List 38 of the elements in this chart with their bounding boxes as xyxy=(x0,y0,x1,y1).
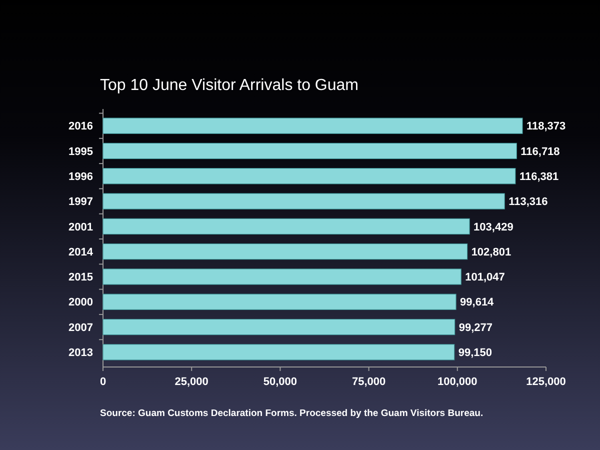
data-label: 118,373 xyxy=(526,120,566,133)
data-label: 101,047 xyxy=(465,272,505,284)
y-tick-label: 2013 xyxy=(68,347,93,360)
data-label: 102,801 xyxy=(471,246,512,258)
data-label: 99,277 xyxy=(458,322,492,334)
bar xyxy=(102,168,516,184)
y-tick-label: 2007 xyxy=(68,322,93,334)
y-tick-label: 2001 xyxy=(68,221,93,234)
x-tick-label: 0 xyxy=(100,376,106,388)
y-tick-label: 1996 xyxy=(68,170,93,183)
bar xyxy=(102,142,517,160)
bar xyxy=(102,268,462,285)
y-tick-label: 1997 xyxy=(68,196,93,208)
x-tick-label: 125,000 xyxy=(526,376,566,388)
bar xyxy=(102,318,456,336)
bar xyxy=(102,243,468,260)
data-label: 103,429 xyxy=(474,221,514,234)
y-tick-label: 2015 xyxy=(68,272,93,284)
data-label: 116,381 xyxy=(519,170,559,183)
x-tick-label: 25,000 xyxy=(174,376,208,388)
y-tick-label: 2014 xyxy=(68,246,94,258)
bar xyxy=(102,118,523,134)
data-label: 116,718 xyxy=(520,146,560,158)
y-tick-label: 2016 xyxy=(68,120,93,133)
bar xyxy=(102,294,456,310)
y-tick-label: 2000 xyxy=(68,296,93,309)
x-tick-label: 75,000 xyxy=(352,376,386,388)
chart-title: Top 10 June Visitor Arrivals to Guam xyxy=(100,77,358,94)
y-tick-label: 1995 xyxy=(68,146,93,158)
x-tick-label: 50,000 xyxy=(263,376,298,388)
bar xyxy=(102,193,505,210)
data-label: 99,614 xyxy=(460,296,495,309)
bar xyxy=(102,344,455,360)
x-tick-label: 100,000 xyxy=(438,376,478,388)
data-label: 113,316 xyxy=(508,196,548,208)
bar xyxy=(102,218,470,235)
data-label: 99,150 xyxy=(458,347,492,360)
source-note: Source: Guam Customs Declaration Forms. Processed by the Guam Visitors Bureau. xyxy=(100,408,484,419)
